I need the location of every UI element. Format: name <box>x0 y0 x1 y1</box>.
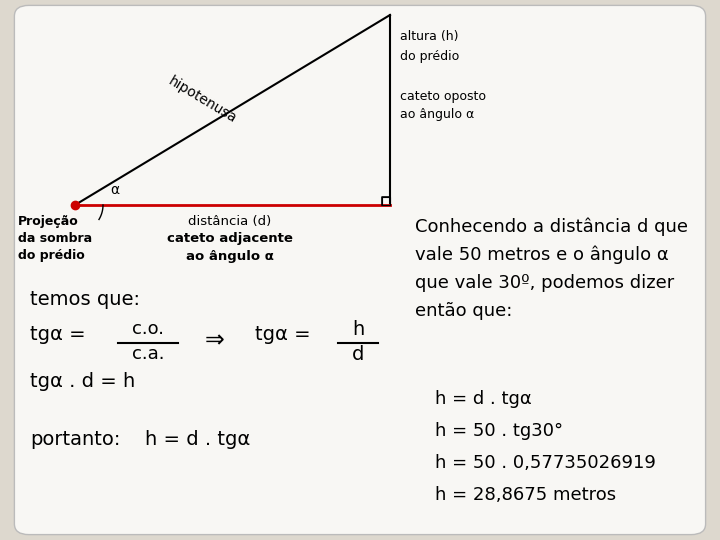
Text: então que:: então que: <box>415 302 513 320</box>
Text: do prédio: do prédio <box>18 249 85 262</box>
Text: distância (d): distância (d) <box>189 215 271 228</box>
Text: altura (h): altura (h) <box>400 30 459 43</box>
Text: ao ângulo α: ao ângulo α <box>186 250 274 263</box>
Text: h: h <box>352 320 364 339</box>
Text: h = 28,8675 metros: h = 28,8675 metros <box>435 486 616 504</box>
Bar <box>382 197 390 205</box>
Text: tgα . d = h: tgα . d = h <box>30 372 135 391</box>
Text: cateto adjacente: cateto adjacente <box>167 232 293 245</box>
Text: c.a.: c.a. <box>132 345 164 363</box>
Text: temos que:: temos que: <box>30 290 140 309</box>
Text: vale 50 metros e o ângulo α: vale 50 metros e o ângulo α <box>415 246 669 265</box>
Text: portanto:: portanto: <box>30 430 120 449</box>
Text: cateto oposto: cateto oposto <box>400 90 486 103</box>
Text: Conhecendo a distância d que: Conhecendo a distância d que <box>415 218 688 237</box>
Text: tgα =: tgα = <box>30 325 86 344</box>
Text: c.o.: c.o. <box>132 320 164 338</box>
Text: h = 50 . tg30°: h = 50 . tg30° <box>435 422 563 440</box>
Text: h = 50 . 0,57735026919: h = 50 . 0,57735026919 <box>435 454 656 472</box>
Text: h = d . tgα: h = d . tgα <box>435 390 532 408</box>
Text: h = d . tgα: h = d . tgα <box>145 430 251 449</box>
Text: ao ângulo α: ao ângulo α <box>400 108 474 121</box>
Text: Projeção: Projeção <box>18 215 78 228</box>
Text: ⇒: ⇒ <box>205 328 225 352</box>
Text: tgα =: tgα = <box>255 325 310 344</box>
Text: que vale 30º, podemos dizer: que vale 30º, podemos dizer <box>415 274 674 292</box>
Text: do prédio: do prédio <box>400 50 459 63</box>
Text: hipotenusa: hipotenusa <box>166 74 239 126</box>
Text: d: d <box>352 345 364 364</box>
Text: α: α <box>110 183 119 197</box>
Text: da sombra: da sombra <box>18 232 92 245</box>
